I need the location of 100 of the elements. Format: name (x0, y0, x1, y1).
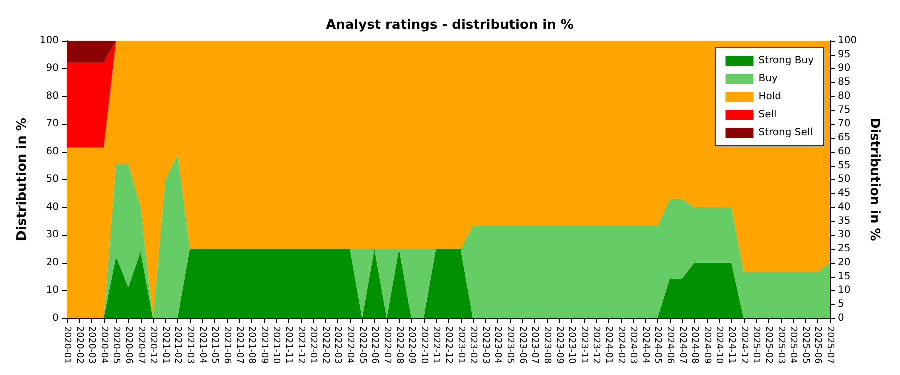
y-tick-label: 50 (46, 174, 59, 186)
x-tick-label: 2021-12 (296, 326, 306, 364)
x-tick-label: 2020-03 (86, 326, 97, 364)
x-tick-label: 2025-02 (763, 326, 774, 364)
legend-label: Strong Buy (758, 56, 814, 66)
y2-tick-label: 20 (838, 257, 851, 268)
y2-tick-label: 80 (838, 90, 851, 102)
x-tick-label: 2020-01 (62, 326, 72, 364)
x-tick-label: 2021-05 (210, 326, 220, 364)
legend-label: Buy (758, 74, 778, 84)
x-tick-label: 2024-07 (677, 326, 688, 364)
y2-tick-label: 55 (838, 160, 851, 172)
x-tick-label: 2023-03 (480, 326, 490, 364)
y2-tick-label: 45 (838, 188, 851, 200)
x-tick-label: 2023-08 (542, 326, 552, 364)
y2-tick-label: 90 (838, 63, 851, 74)
x-tick-label: 2025-03 (776, 326, 786, 364)
x-tick-label: 2022-03 (332, 326, 343, 364)
x-tick-label: 2021-04 (197, 326, 208, 364)
x-tick-label: 2020-05 (111, 326, 122, 364)
x-tick-label: 2025-01 (751, 326, 762, 364)
x-tick-label: 2024-09 (702, 326, 712, 364)
x-tick-label: 2021-03 (185, 326, 196, 364)
x-tick-label: 2023-09 (554, 326, 564, 364)
y2-tick-label: 25 (838, 244, 851, 255)
y2-tick-label: 0 (838, 312, 844, 324)
y2-tick-label: 70 (838, 118, 851, 130)
x-tick-label: 2024-05 (652, 326, 663, 364)
y-tick-label: 0 (52, 312, 59, 324)
x-tick-label: 2022-01 (308, 326, 318, 364)
x-tick-label: 2022-08 (394, 326, 404, 364)
y2-tick-label: 60 (838, 146, 851, 158)
x-tick-label: 2020-07 (136, 326, 146, 364)
y2-axis-title: Distribution in % (866, 118, 882, 242)
x-tick-label: 2021-07 (234, 326, 244, 364)
x-tick-label: 2024-08 (690, 326, 700, 364)
y2-tick-label: 50 (838, 174, 851, 186)
x-tick-label: 2021-11 (284, 326, 294, 364)
x-tick-label: 2023-06 (517, 326, 528, 364)
y-tick-label: 40 (46, 202, 59, 213)
y-tick-label: 60 (46, 146, 59, 158)
legend-label: Hold (758, 92, 782, 102)
y2-tick-label: 10 (838, 285, 851, 296)
y2-tick-label: 35 (838, 216, 851, 227)
x-tick-label: 2023-10 (566, 326, 577, 364)
x-tick-label: 2020-06 (124, 326, 134, 364)
y2-tick-label: 5 (838, 299, 844, 310)
x-tick-label: 2024-11 (726, 326, 737, 364)
x-tick-label: 2023-05 (505, 326, 516, 364)
x-tick-label: 2023-11 (578, 326, 589, 364)
x-tick-label: 2020-02 (74, 326, 84, 364)
y-tick-label: 100 (40, 36, 59, 46)
y2-tick-label: 100 (838, 36, 858, 46)
x-tick-label: 2022-04 (345, 326, 356, 364)
x-tick-label: 2020-04 (98, 326, 109, 364)
y-tick-label: 20 (46, 257, 59, 268)
y-axis-title: Distribution in % (15, 118, 30, 242)
x-tick-label: 2021-09 (258, 326, 269, 364)
x-tick-label: 2022-07 (382, 326, 392, 364)
x-tick-label: 2021-08 (246, 326, 257, 364)
x-tick-label: 2024-10 (714, 326, 724, 364)
x-tick-label: 2025-05 (800, 326, 810, 364)
x-tick-label: 2022-10 (418, 326, 429, 364)
y-tick-label: 30 (46, 230, 59, 241)
x-tick-label: 2022-09 (406, 326, 417, 364)
x-tick-label: 2024-06 (665, 326, 676, 364)
x-tick-label: 2024-04 (640, 326, 650, 364)
x-tick-label: 2022-05 (357, 326, 368, 364)
x-tick-label: 2022-02 (320, 326, 330, 364)
y2-tick-label: 85 (838, 77, 851, 88)
y2-tick-label: 15 (838, 271, 851, 282)
x-tick-label: 2024-12 (738, 326, 749, 364)
y-tick-label: 80 (46, 90, 59, 102)
x-tick-label: 2025-04 (788, 326, 798, 364)
x-tick-label: 2022-12 (443, 326, 454, 364)
x-tick-label: 2023-12 (591, 326, 602, 364)
x-tick-label: 2021-10 (271, 326, 282, 364)
x-tick-label: 2023-07 (530, 326, 540, 364)
y-tick-label: 70 (46, 118, 59, 130)
legend-label: Sell (758, 110, 777, 120)
x-tick-label: 2021-06 (222, 326, 232, 364)
y2-tick-label: 95 (838, 49, 851, 60)
x-tick-label: 2021-01 (160, 326, 170, 364)
chart-title: Analyst ratings - distribution in % (326, 18, 574, 33)
x-tick-label: 2023-04 (492, 326, 503, 364)
x-tick-label: 2021-02 (172, 326, 183, 364)
x-tick-label: 2024-02 (616, 326, 626, 364)
x-tick-label: 2024-03 (628, 326, 638, 364)
x-tick-label: 2022-11 (431, 326, 442, 364)
x-tick-label: 2025-06 (812, 326, 823, 364)
y2-tick-label: 30 (838, 230, 851, 241)
x-tick-label: 2025-07 (825, 326, 835, 364)
x-tick-label: 2022-06 (370, 326, 380, 364)
y2-tick-label: 75 (838, 104, 851, 116)
y2-tick-label: 40 (838, 202, 851, 213)
x-tick-label: 2023-01 (456, 326, 466, 364)
y2-tick-label: 65 (838, 132, 851, 144)
x-tick-label: 2023-02 (468, 326, 478, 364)
legend-label: Strong Sell (758, 128, 813, 138)
y-tick-label: 90 (46, 63, 59, 74)
